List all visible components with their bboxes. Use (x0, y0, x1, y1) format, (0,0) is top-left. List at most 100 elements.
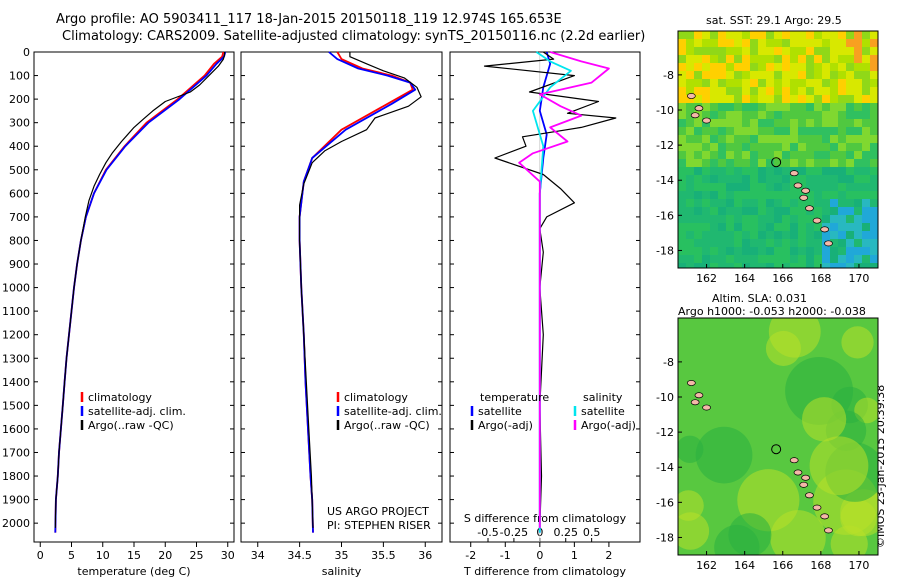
sst-cell (742, 71, 750, 79)
sst-map-title: sat. SST: 29.1 Argo: 29.5 (706, 14, 842, 27)
sst-cell (702, 151, 710, 159)
sst-cell (862, 223, 870, 231)
sst-cell (862, 191, 870, 199)
sst-cell (718, 223, 726, 231)
sst-cell (742, 159, 750, 167)
island-shape (702, 117, 711, 124)
sst-cell (830, 55, 838, 63)
sst-cell (718, 199, 726, 207)
sst-cell (718, 239, 726, 247)
sst-cell (758, 135, 766, 143)
sst-cell (870, 191, 878, 199)
map-y-tick-label: -8 (663, 69, 674, 82)
sst-cell (822, 119, 830, 127)
sst-cell (686, 231, 694, 239)
sst-cell (742, 175, 750, 183)
sst-cell (862, 87, 870, 95)
map-x-tick-label: 168 (810, 272, 831, 285)
sst-cell (758, 207, 766, 215)
sst-cell (870, 103, 878, 111)
sst-cell (710, 159, 718, 167)
map-x-tick-label: 170 (848, 272, 869, 285)
sst-cell (790, 31, 798, 39)
sst-cell (718, 183, 726, 191)
sst-cell (814, 151, 822, 159)
sst-cell (678, 135, 686, 143)
sst-cell (862, 215, 870, 223)
sst-cell (782, 31, 790, 39)
sst-cell (734, 135, 742, 143)
sst-cell (710, 71, 718, 79)
legend-label: satellite-adj. clim. (344, 405, 442, 418)
sst-cell (718, 47, 726, 55)
sst-cell (750, 159, 758, 167)
sst-cell (686, 31, 694, 39)
sst-cell (806, 231, 814, 239)
y-tick-label: 300 (9, 117, 30, 130)
sst-cell (830, 247, 838, 255)
sst-cell (838, 119, 846, 127)
sst-cell (814, 175, 822, 183)
sst-cell (758, 183, 766, 191)
sst-cell (822, 103, 830, 111)
y-tick-label: 100 (9, 70, 30, 83)
sst-cell (742, 135, 750, 143)
y-tick-label: 1100 (2, 305, 30, 318)
sst-cell (846, 199, 854, 207)
panel-frame (449, 51, 641, 543)
x-tick-label: 5 (68, 549, 75, 562)
sst-cell (734, 143, 742, 151)
sst-cell (718, 55, 726, 63)
sst-cell (726, 111, 734, 119)
sst-cell (822, 247, 830, 255)
sst-cell (822, 263, 830, 268)
sst-cell (766, 111, 774, 119)
map-x-tick-label: 164 (734, 559, 755, 572)
sst-cell (838, 167, 846, 175)
sst-cell (758, 143, 766, 151)
sst-cell (862, 103, 870, 111)
sst-cell (678, 215, 686, 223)
sst-cell (870, 71, 878, 79)
sst-cell (766, 167, 774, 175)
sst-cell (806, 239, 814, 247)
sst-cell (702, 175, 710, 183)
sst-cell (734, 167, 742, 175)
sst-cell (854, 55, 862, 63)
sst-cell (790, 127, 798, 135)
map-frame (677, 317, 879, 556)
map-x-tick-label: 162 (696, 272, 717, 285)
x-tick-label: 1 (571, 549, 578, 562)
sst-cell (766, 79, 774, 87)
sst-cell (742, 119, 750, 127)
sst-cell (862, 79, 870, 87)
sst-cell (862, 135, 870, 143)
sst-cell (846, 231, 854, 239)
sst-cell (870, 127, 878, 135)
sst-cell (782, 95, 790, 103)
sst-cell (870, 207, 878, 215)
sst-cell (710, 207, 718, 215)
sst-cell (718, 119, 726, 127)
sst-cell (806, 167, 814, 175)
x-tick-label: 20 (158, 549, 172, 562)
sst-cell (854, 143, 862, 151)
sst-cell (846, 87, 854, 95)
sst-map: 162 164 166 168 170 -8 -10 -12 -14 -16 -18 (656, 30, 879, 285)
map-x-tick-label: 166 (772, 559, 793, 572)
sst-cell (862, 199, 870, 207)
sst-cell (766, 183, 774, 191)
sst-cell (838, 239, 846, 247)
sst-cell (822, 79, 830, 87)
sst-cell (846, 159, 854, 167)
sst-cell (710, 151, 718, 159)
sst-cell (814, 47, 822, 55)
legend-label: climatology (344, 391, 408, 404)
sst-cell (782, 191, 790, 199)
sst-cell (702, 135, 710, 143)
y-tick-label: 1900 (2, 494, 30, 507)
sst-cell (694, 199, 702, 207)
sst-cell (758, 223, 766, 231)
sst-cell (814, 239, 822, 247)
sst-cell (702, 159, 710, 167)
